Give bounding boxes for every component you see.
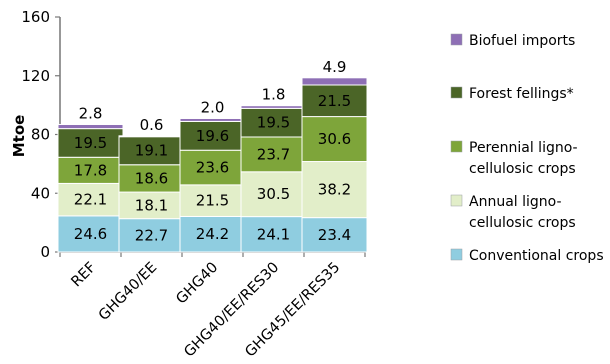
legend-swatch <box>450 86 463 99</box>
y-tick-label: 160 <box>21 8 50 26</box>
x-tick-label: GHG40/EE <box>96 260 160 324</box>
data-label: 0.6 <box>140 116 164 134</box>
legend-swatch <box>450 248 463 261</box>
data-label: 22.1 <box>74 191 107 209</box>
data-label: 2.8 <box>79 105 103 123</box>
x-tick-label: REF <box>69 260 100 291</box>
bar-segment <box>301 84 368 118</box>
bar-segment <box>179 149 246 186</box>
data-label: 24.2 <box>196 225 229 243</box>
data-label: 19.1 <box>135 142 168 160</box>
bar-segment <box>179 117 246 122</box>
bar-segment <box>301 217 368 253</box>
legend-label: Forest fellings* <box>469 86 574 102</box>
legend-label: Perennial ligno- <box>469 140 578 156</box>
bar-segment <box>57 124 124 130</box>
data-label: 21.5 <box>196 192 229 210</box>
bar-segment <box>240 171 307 218</box>
data-label: 22.7 <box>135 226 168 244</box>
data-label: 19.6 <box>196 127 229 145</box>
data-label: 30.5 <box>257 185 290 203</box>
bar-segment <box>57 182 124 217</box>
data-label: 23.7 <box>257 145 290 163</box>
data-label: 2.0 <box>201 98 225 116</box>
data-label: 23.4 <box>318 226 351 244</box>
y-tick-label: 40 <box>31 184 50 202</box>
bar-segment <box>240 105 307 109</box>
data-label: 21.5 <box>318 92 351 110</box>
legend-label: Annual ligno- <box>469 194 562 210</box>
legend-group: Biofuel imports Forest fellings* Perennial… <box>450 33 604 264</box>
legend-swatch <box>450 33 463 46</box>
data-label: 18.6 <box>135 169 168 187</box>
bar-segment <box>57 156 124 184</box>
bar-segment <box>118 135 185 138</box>
x-tick-label: GHG40 <box>173 260 221 308</box>
data-label: 4.9 <box>323 58 347 76</box>
data-label: 30.6 <box>318 130 351 148</box>
data-label: 19.5 <box>257 114 290 132</box>
data-label: 17.8 <box>74 161 107 179</box>
bar-segment <box>57 128 124 158</box>
data-label: 24.1 <box>257 225 290 243</box>
y-tick-label: 120 <box>21 67 50 85</box>
data-label: 18.1 <box>135 196 168 214</box>
legend-swatch <box>450 140 463 153</box>
y-tick-label: 0 <box>40 243 50 261</box>
bar-segment <box>118 164 185 193</box>
legend-label: cellulosic crops <box>469 215 576 231</box>
data-label: 23.6 <box>196 159 229 177</box>
bar-segment <box>118 191 185 220</box>
data-label: 19.5 <box>74 134 107 152</box>
legend-swatch <box>450 194 463 207</box>
y-axis-label: Mtoe <box>10 115 28 158</box>
legend-label: cellulosic crops <box>469 161 576 177</box>
bar-segment <box>179 120 246 151</box>
legend-label: Conventional crops <box>469 248 604 264</box>
bar-segment <box>118 136 185 166</box>
bars-group <box>57 77 368 253</box>
bar-segment <box>179 184 246 217</box>
data-label: 1.8 <box>262 86 286 104</box>
bar-segment <box>301 77 368 86</box>
legend-label: Biofuel imports <box>469 33 575 49</box>
data-labels-group: 24.6 22.1 17.8 19.5 2.8 22.7 18.1 18.6 19.1 0.6 24… <box>74 58 351 245</box>
data-label: 38.2 <box>318 181 351 199</box>
y-tick-label: 80 <box>31 126 50 144</box>
data-label: 24.6 <box>74 225 107 243</box>
